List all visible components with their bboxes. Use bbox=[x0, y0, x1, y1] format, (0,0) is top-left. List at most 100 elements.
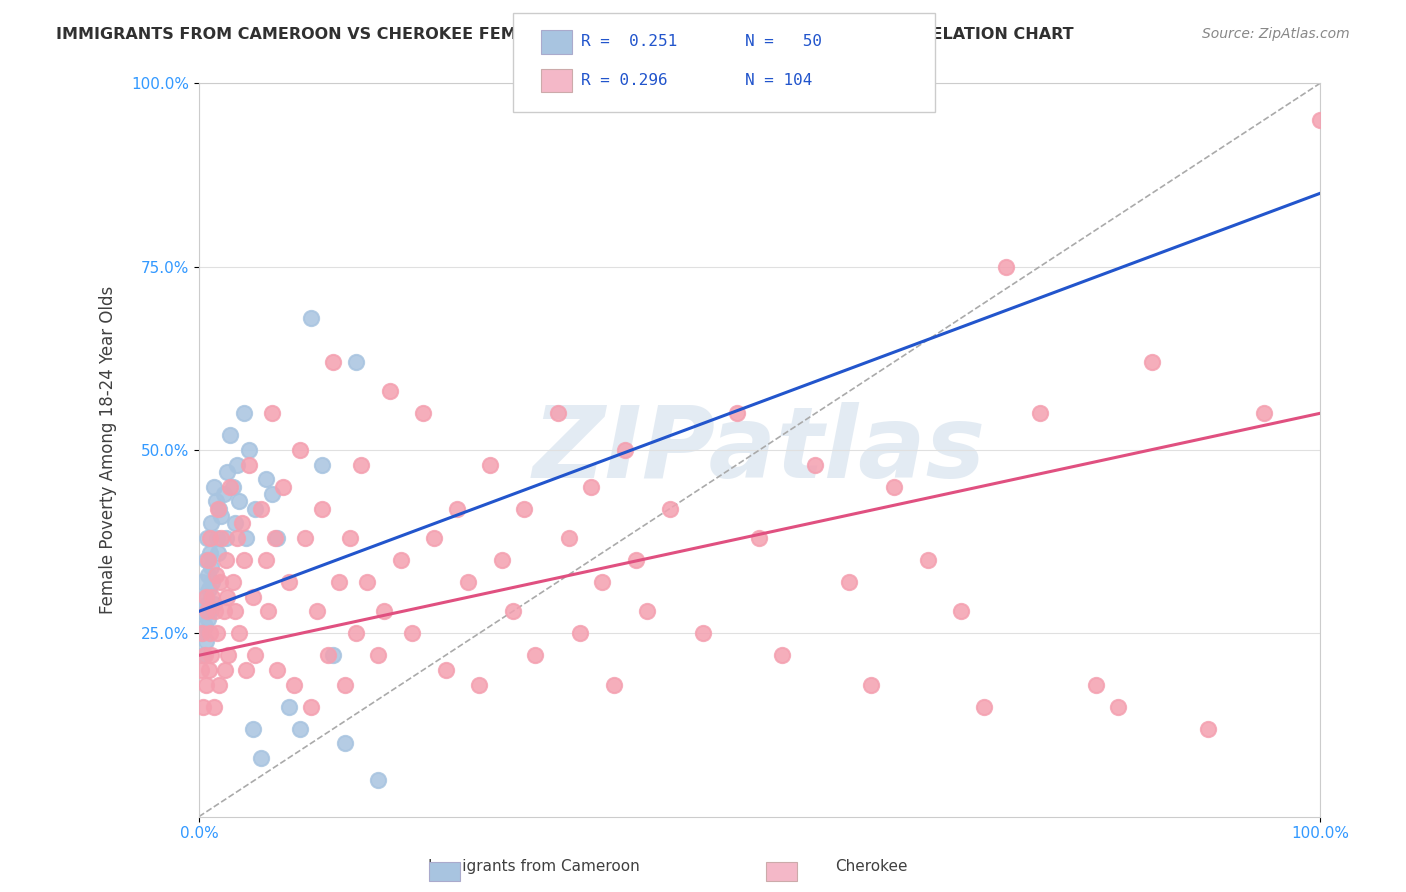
Point bbox=[367, 772, 389, 787]
Point bbox=[367, 648, 389, 663]
Point bbox=[224, 604, 246, 618]
Point bbox=[194, 553, 217, 567]
Point bbox=[266, 531, 288, 545]
Text: N = 104: N = 104 bbox=[745, 73, 813, 87]
Point bbox=[373, 604, 395, 618]
Point bbox=[299, 311, 322, 326]
Point bbox=[260, 487, 283, 501]
Point bbox=[271, 480, 294, 494]
Point bbox=[457, 574, 479, 589]
Point bbox=[311, 501, 333, 516]
Point bbox=[209, 531, 232, 545]
Point bbox=[224, 516, 246, 531]
Point bbox=[558, 531, 581, 545]
Point bbox=[198, 582, 221, 597]
Point bbox=[197, 553, 219, 567]
Point bbox=[994, 260, 1017, 274]
Point bbox=[208, 501, 231, 516]
Text: N =   50: N = 50 bbox=[745, 35, 823, 49]
Point bbox=[215, 531, 238, 545]
Point bbox=[322, 648, 344, 663]
Point bbox=[356, 574, 378, 589]
Point bbox=[195, 531, 218, 545]
Point bbox=[243, 501, 266, 516]
Point bbox=[254, 553, 277, 567]
Point bbox=[569, 626, 592, 640]
Point bbox=[219, 428, 242, 442]
Point bbox=[215, 553, 238, 567]
Point bbox=[254, 472, 277, 486]
Point bbox=[238, 458, 260, 472]
Point bbox=[217, 648, 239, 663]
Point bbox=[339, 531, 361, 545]
Point bbox=[624, 553, 647, 567]
Point bbox=[1028, 406, 1050, 420]
Point bbox=[804, 458, 827, 472]
Point bbox=[277, 574, 299, 589]
Point bbox=[513, 501, 536, 516]
Point bbox=[219, 480, 242, 494]
Point bbox=[202, 480, 225, 494]
Point bbox=[207, 501, 229, 516]
Point bbox=[266, 663, 288, 677]
Point bbox=[602, 678, 624, 692]
Point bbox=[412, 406, 434, 420]
Point bbox=[838, 574, 860, 589]
Point bbox=[194, 590, 217, 604]
Point bbox=[524, 648, 547, 663]
Point bbox=[204, 494, 226, 508]
Point bbox=[242, 722, 264, 736]
Point bbox=[748, 531, 770, 545]
Point bbox=[231, 516, 253, 531]
Point bbox=[228, 494, 250, 508]
Point bbox=[190, 663, 212, 677]
Point bbox=[214, 663, 236, 677]
Point bbox=[860, 678, 883, 692]
Point bbox=[202, 597, 225, 611]
Point bbox=[235, 663, 257, 677]
Point bbox=[288, 443, 311, 458]
Point bbox=[238, 443, 260, 458]
Point bbox=[423, 531, 446, 545]
Point bbox=[547, 406, 569, 420]
Point bbox=[692, 626, 714, 640]
Point bbox=[193, 699, 215, 714]
Point bbox=[288, 722, 311, 736]
Point bbox=[277, 699, 299, 714]
Point bbox=[191, 626, 214, 640]
Point bbox=[389, 553, 412, 567]
Point bbox=[198, 663, 221, 677]
Point bbox=[232, 406, 254, 420]
Point bbox=[1107, 699, 1129, 714]
Point bbox=[191, 626, 214, 640]
Point bbox=[215, 465, 238, 479]
Point bbox=[350, 458, 373, 472]
Point bbox=[468, 678, 491, 692]
Point bbox=[194, 590, 217, 604]
Point bbox=[232, 553, 254, 567]
Point bbox=[221, 480, 243, 494]
Point bbox=[333, 678, 356, 692]
Point bbox=[193, 648, 215, 663]
Point bbox=[434, 663, 457, 677]
Point bbox=[491, 553, 513, 567]
Point bbox=[200, 516, 222, 531]
Point bbox=[299, 699, 322, 714]
Point bbox=[613, 443, 636, 458]
Point bbox=[479, 458, 502, 472]
Point bbox=[198, 604, 221, 618]
Point bbox=[378, 384, 401, 399]
Point bbox=[446, 501, 468, 516]
Point bbox=[260, 406, 283, 420]
Text: Source: ZipAtlas.com: Source: ZipAtlas.com bbox=[1202, 27, 1350, 41]
Point bbox=[344, 355, 367, 369]
Point bbox=[194, 619, 217, 633]
Point bbox=[205, 531, 228, 545]
Point bbox=[235, 531, 257, 545]
Point bbox=[208, 678, 231, 692]
Point bbox=[194, 633, 217, 648]
Point bbox=[194, 678, 217, 692]
Text: R =  0.251: R = 0.251 bbox=[581, 35, 676, 49]
Point bbox=[226, 458, 249, 472]
Point bbox=[770, 648, 793, 663]
